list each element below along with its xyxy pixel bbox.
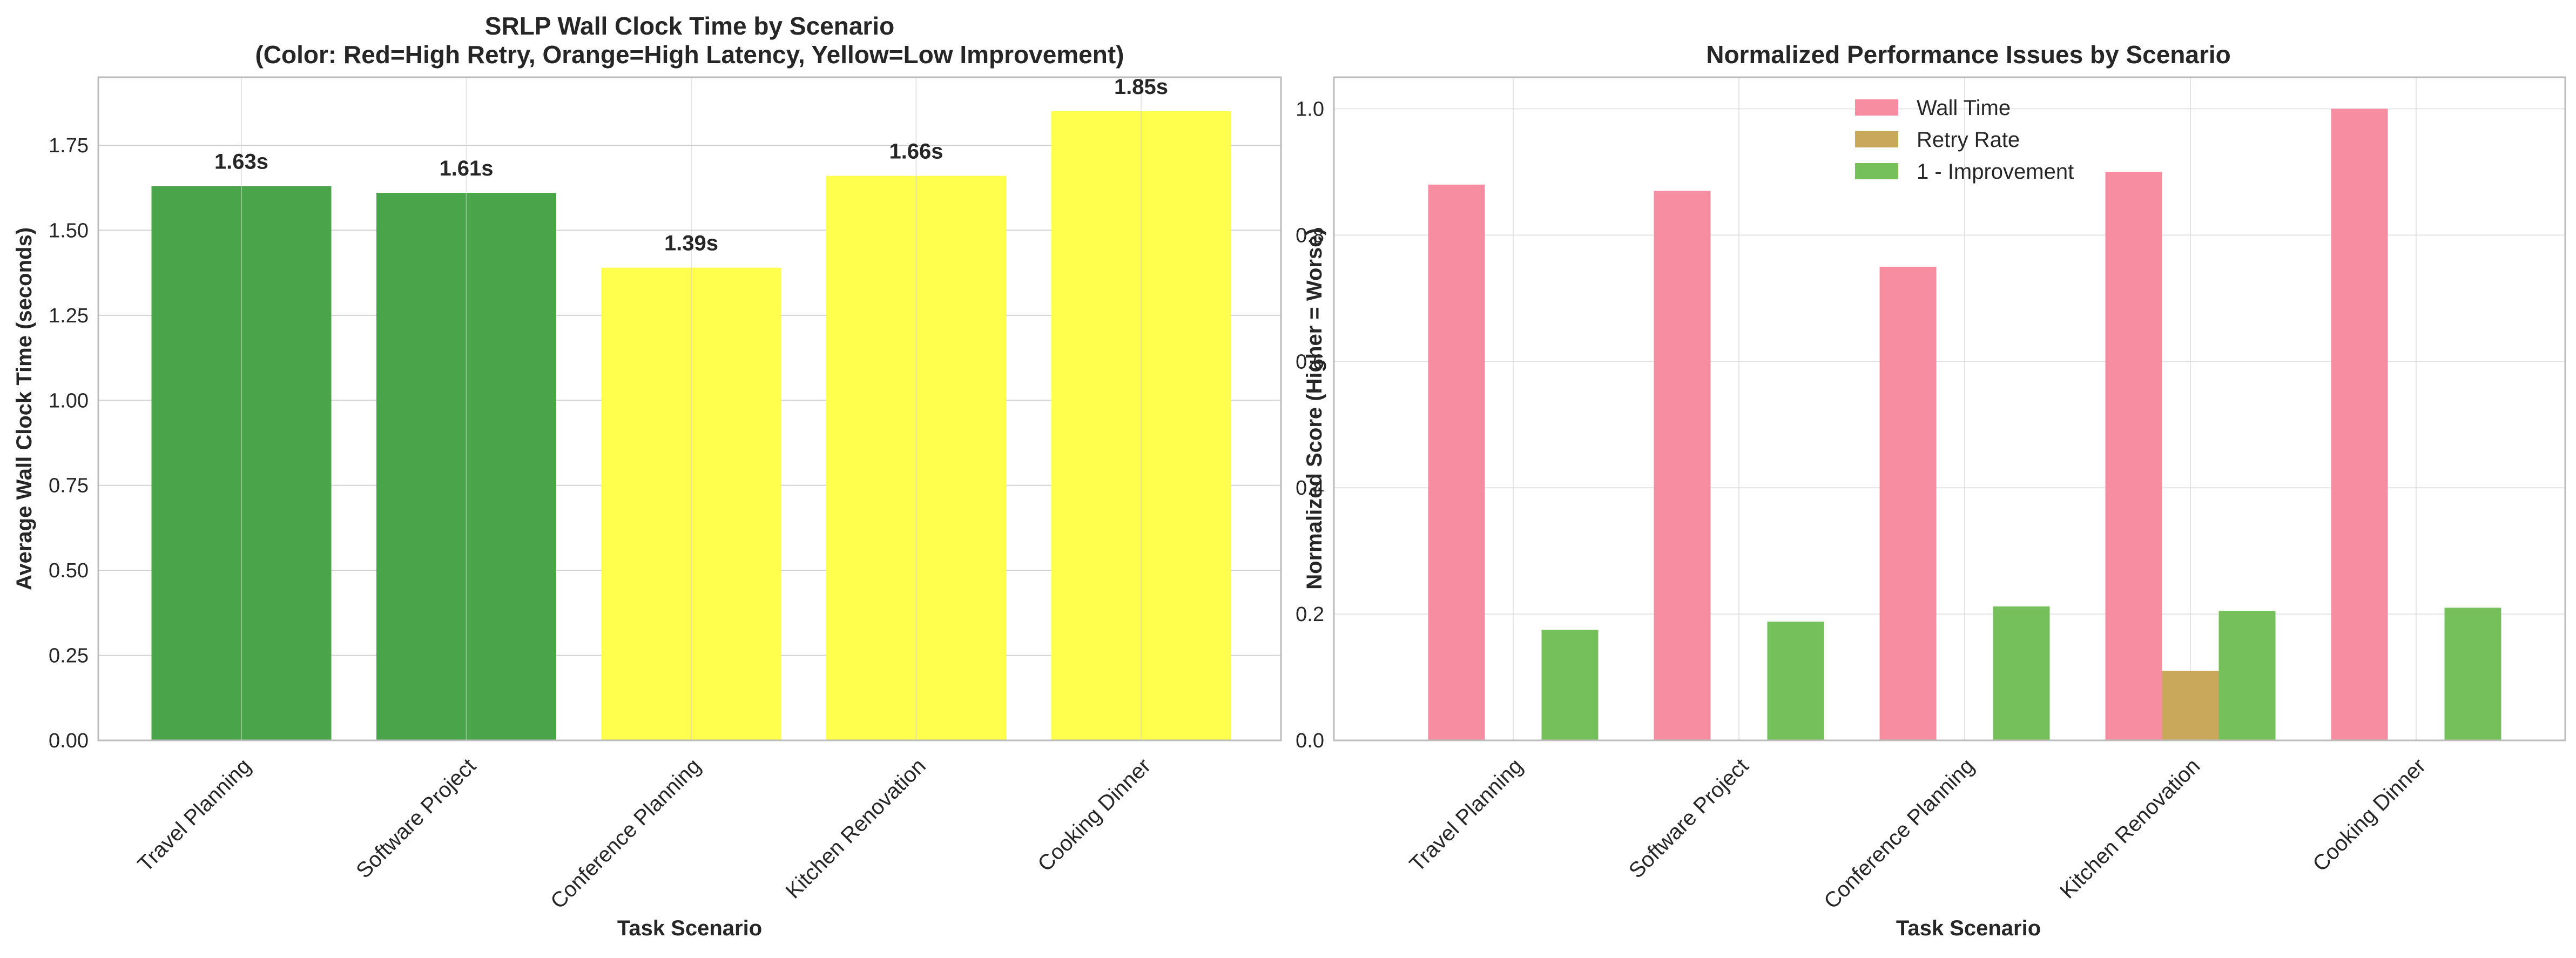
x-gridlines — [1513, 77, 2417, 740]
data-label: 1.61s — [439, 157, 493, 180]
bar — [1428, 184, 1485, 740]
y-tick-label: 0.75 — [49, 475, 89, 497]
bar — [1767, 622, 1824, 740]
bar — [2331, 109, 2388, 740]
chart-title: Normalized Performance Issues by Scenari… — [1706, 41, 2231, 69]
bar — [1879, 266, 1937, 740]
y-tick-label: 0.00 — [49, 730, 89, 752]
plot-frame — [97, 76, 1282, 741]
bar — [2218, 611, 2276, 740]
data-label: 1.63s — [214, 150, 268, 174]
y-tick-labels: 0.0 0.2 0.4 0.6 0.8 1.0 — [1296, 98, 1324, 752]
legend-swatch — [1855, 131, 1898, 147]
legend-label: Wall Time — [1917, 96, 2011, 120]
y-tick-label: 0.50 — [49, 559, 89, 582]
y-tick-label: 0.4 — [1296, 477, 1324, 500]
y-tick-label: 1.25 — [49, 305, 89, 327]
y-tick-label: 0.25 — [49, 645, 89, 667]
y-tick-label: 1.75 — [49, 134, 89, 157]
y-tick-label: 0.6 — [1296, 350, 1324, 373]
legend-label: 1 - Improvement — [1917, 160, 2074, 184]
bar — [2105, 172, 2162, 740]
y-tick-label: 1.0 — [1296, 98, 1324, 120]
bar — [1541, 630, 1599, 740]
data-labels: 1.63s 1.61s 1.39s 1.66s 1.85s — [214, 75, 1168, 255]
y-tick-label: 0.8 — [1296, 224, 1324, 247]
bar — [1993, 606, 2050, 740]
legend-swatch — [1855, 99, 1898, 116]
y-tick-label: 1.00 — [49, 389, 89, 412]
x-gridlines — [241, 77, 1142, 740]
plot-frame — [1333, 76, 2566, 741]
legend-label: Retry Rate — [1917, 128, 2020, 152]
data-label: 1.85s — [1114, 75, 1168, 99]
chart-title-line2: (Color: Red=High Retry, Orange=High Late… — [255, 41, 1124, 69]
bar — [2444, 608, 2501, 740]
data-label: 1.39s — [664, 232, 718, 255]
legend: Wall Time Retry Rate 1 - Improvement — [1855, 96, 2074, 184]
x-axis-label: Task Scenario — [1896, 916, 2041, 940]
data-label: 1.66s — [889, 140, 943, 164]
bar — [2162, 671, 2219, 740]
y-tick-label: 0.0 — [1296, 730, 1324, 752]
chart-title-line1: SRLP Wall Clock Time by Scenario — [485, 12, 894, 40]
y-axis-label: Normalized Score (Higher = Worse) — [1303, 228, 1326, 589]
y-tick-label: 1.50 — [49, 219, 89, 242]
y-tick-label: 0.2 — [1296, 603, 1324, 626]
bars — [1428, 109, 2501, 740]
y-tick-labels: 0.00 0.25 0.50 0.75 1.00 1.25 1.50 1.75 — [49, 134, 89, 752]
x-axis-label: Task Scenario — [617, 916, 762, 940]
bar — [1654, 191, 1711, 740]
legend-swatch — [1855, 163, 1898, 179]
y-axis-label: Average Wall Clock Time (seconds) — [12, 227, 36, 590]
